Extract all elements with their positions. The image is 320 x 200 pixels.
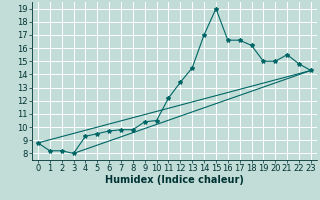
X-axis label: Humidex (Indice chaleur): Humidex (Indice chaleur) — [105, 175, 244, 185]
